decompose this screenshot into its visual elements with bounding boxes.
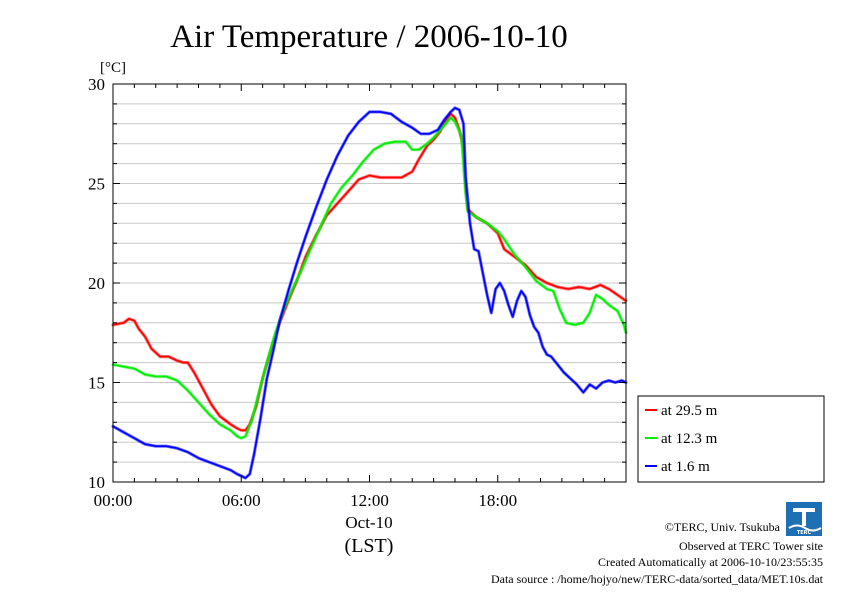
observed-site-text: Observed at TERC Tower site [679,539,823,553]
logo-text: TERC [797,530,812,536]
x-date-label: Oct-10 [345,513,392,532]
axis-ticks: 10 15 20 25 30 00:00 06:00 12:00 18:00 [88,75,627,510]
legend-items: at 29.5 m at 12.3 m at 1.6 m [645,403,718,475]
terc-logo-icon: TERC [786,502,822,536]
legend-box [637,395,825,483]
copyright-text: ©TERC, Univ. Tsukuba [665,520,781,534]
y-tick-label: 20 [88,274,105,293]
y-unit-label: [°C] [100,60,126,76]
y-tick-label: 25 [88,175,105,194]
legend: at 29.5 m at 12.3 m at 1.6 m [637,395,825,483]
created-text: Created Automatically at 2006-10-10/23:5… [598,555,823,569]
x-tick-label: 00:00 [94,491,133,510]
chart-title: Air Temperature / 2006-10-10 [170,19,568,55]
y-tick-label: 15 [88,374,105,393]
y-tick-label: 10 [88,473,105,492]
x-tick-label: 06:00 [222,491,261,510]
data-source-text: Data source : /home/hojyo/new/TERC-data/… [491,572,824,586]
series-layer [111,106,628,480]
series-line-halo [111,116,628,440]
legend-label: at 29.5 m [661,403,718,419]
x-tick-label: 12:00 [350,491,389,510]
grid-lines [113,103,626,463]
x-tick-label: 18:00 [478,491,517,510]
legend-label: at 12.3 m [661,431,718,447]
y-tick-label: 30 [88,75,105,94]
series-line [112,117,627,439]
series-line [112,107,627,479]
legend-label: at 1.6 m [661,459,710,475]
x-axis-label: (LST) [345,535,394,557]
